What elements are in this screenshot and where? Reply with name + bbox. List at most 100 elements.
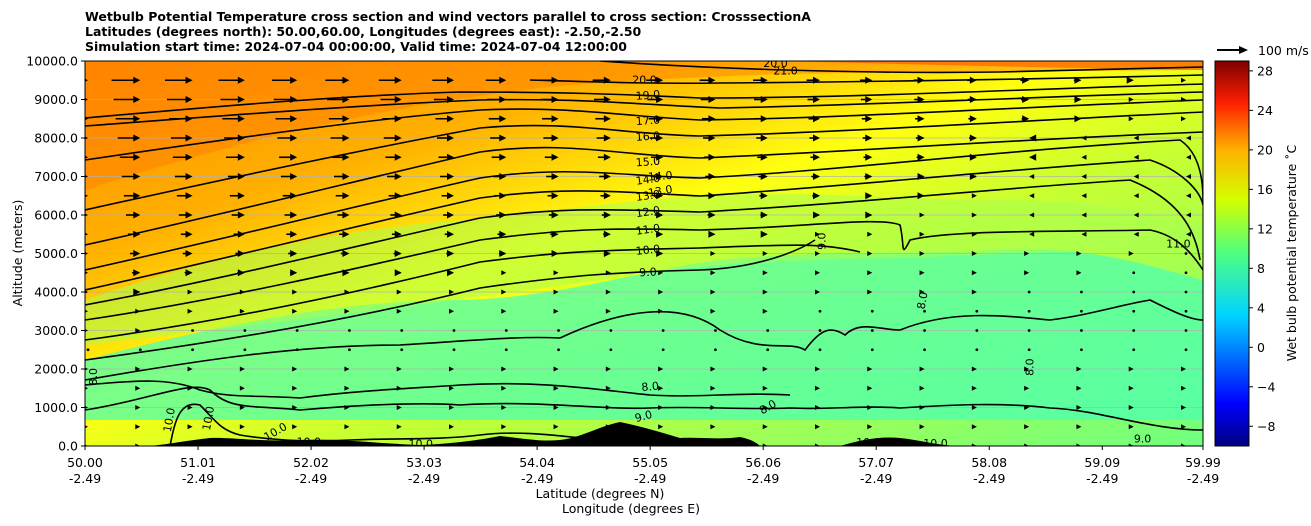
wind-vector-406 <box>605 424 611 430</box>
x-tick-label-lat-1: 51.01 <box>180 455 216 470</box>
wind-vector-head-75 <box>499 134 507 142</box>
wind-vector-349 <box>1076 366 1082 372</box>
x-axis-label-line2: Longitude (degrees E) <box>562 501 700 516</box>
wind-vector-255 <box>762 289 768 295</box>
wind-vector-193 <box>971 231 977 237</box>
wind-vector-356 <box>292 385 298 391</box>
wind-vector-head-104 <box>865 153 873 161</box>
wind-vector-289 <box>243 329 247 332</box>
x-tick-label-lat-7: 57.07 <box>858 455 894 470</box>
wind-vector-411 <box>867 424 873 430</box>
wind-vector-301 <box>870 329 874 332</box>
wind-vector-head-79 <box>708 134 716 142</box>
x-tick-label-lat-2: 52.02 <box>293 455 329 470</box>
wind-vector-323 <box>870 348 874 352</box>
wind-vector-232 <box>710 270 716 276</box>
wind-vector-head-30 <box>447 96 454 103</box>
wind-vector-head-141 <box>499 192 507 200</box>
wind-vector-320 <box>714 348 717 352</box>
wind-vector-417 <box>1181 424 1186 430</box>
wind-vector-250 <box>501 289 507 295</box>
wind-vector-head-93 <box>290 153 298 161</box>
wind-vector-329 <box>1184 348 1188 352</box>
wind-vector-430 <box>710 443 716 446</box>
field-top-band <box>780 61 1203 70</box>
wind-vector-head-17 <box>917 76 925 84</box>
y-axis: 10000.0 9000.0 8000.0 7000.0 6000.0 5000.0 400… <box>26 54 85 454</box>
wind-vector-head-119 <box>499 173 507 180</box>
wind-vector-head-167 <box>708 211 716 219</box>
wind-vector-head-160 <box>342 211 350 219</box>
wind-vector-head-10 <box>551 76 559 84</box>
wind-vector-434 <box>919 443 925 446</box>
wind-vector-head-142 <box>551 192 559 200</box>
wind-vector-head-26 <box>237 96 245 103</box>
wind-vector-254 <box>710 289 716 295</box>
wind-vector-391 <box>971 405 977 410</box>
wind-vector-313 <box>348 348 351 352</box>
wind-vector-369 <box>971 385 977 391</box>
wind-vector-head-50 <box>342 115 350 123</box>
wind-vector-291 <box>348 329 351 332</box>
wind-vector-427 <box>553 443 559 446</box>
contour-label-23: 10.0 <box>200 405 217 431</box>
wind-vector-389 <box>867 405 873 410</box>
wind-vector-head-96 <box>447 153 454 161</box>
wind-vector-head-36 <box>760 96 768 103</box>
wind-vector-head-123 <box>708 173 716 180</box>
wind-vector-272 <box>501 308 507 314</box>
wind-vector-head-177 <box>85 232 88 236</box>
wind-vector-382 <box>501 405 507 410</box>
x-tick-label-lon-6: -2.49 <box>747 471 779 486</box>
wind-vector-head-140 <box>447 192 454 200</box>
wind-vector-425 <box>449 443 454 446</box>
wind-vector-head-4 <box>237 76 245 84</box>
x-tick-label-lon-2: -2.49 <box>295 471 327 486</box>
contour-18 <box>85 91 1203 127</box>
wind-vector-256 <box>815 289 820 295</box>
wind-vector-152 <box>1133 193 1139 199</box>
wind-vector-head-20 <box>1074 76 1082 84</box>
contour-19 <box>85 83 1203 119</box>
wind-vector-head-41 <box>1022 96 1030 103</box>
wind-vector-head-134 <box>133 192 141 200</box>
wind-vector-head-181 <box>290 230 298 238</box>
wind-vector-head-70 <box>237 134 245 142</box>
wind-vector-408 <box>710 424 716 430</box>
wind-vector-234 <box>815 270 820 276</box>
wind-vector-head-33 <box>603 96 611 103</box>
wind-vector-head-121 <box>603 173 611 180</box>
wind-vector-248 <box>396 289 402 295</box>
wind-vector-326 <box>1027 348 1031 352</box>
wind-vector-279 <box>870 309 874 313</box>
wind-vector-367 <box>867 385 873 391</box>
colorbar <box>1214 60 1250 447</box>
wind-vector-269 <box>344 308 350 314</box>
wind-vector-head-149 <box>917 192 925 200</box>
wind-vector-153 <box>1186 193 1191 199</box>
wind-vector-head-135 <box>185 192 193 200</box>
wind-vector-head-23 <box>85 98 88 101</box>
x-tick-label-lat-3: 53.03 <box>406 455 442 470</box>
contour-label-4: 16.0 <box>635 129 660 144</box>
wind-vector-head-127 <box>917 173 925 180</box>
wind-vector-412 <box>919 424 925 430</box>
wind-vector-head-125 <box>813 173 820 180</box>
wind-vector-108 <box>1133 154 1139 160</box>
contour-label-1: 20.0 <box>632 73 657 86</box>
y-tick-label-10: 0.0 <box>58 439 78 454</box>
wind-vector-head-189 <box>708 230 716 238</box>
wind-vector-375 <box>135 405 141 410</box>
wind-vector-head-57 <box>708 115 716 123</box>
wind-vector-173 <box>1081 212 1087 218</box>
wind-vector-344 <box>815 366 820 372</box>
wind-vector-head-184 <box>447 230 454 238</box>
wind-vector-331 <box>135 366 141 372</box>
wind-vector-380 <box>396 405 402 410</box>
wind-vector-298 <box>714 329 717 332</box>
wind-vector-402 <box>396 424 402 430</box>
colorbar-label: Wet bulb potential temperature ˚C <box>1284 144 1299 361</box>
wind-vector-head-97 <box>499 153 507 161</box>
contour-label-29: 9.0 <box>1134 432 1152 445</box>
wind-vector-246 <box>292 289 298 295</box>
